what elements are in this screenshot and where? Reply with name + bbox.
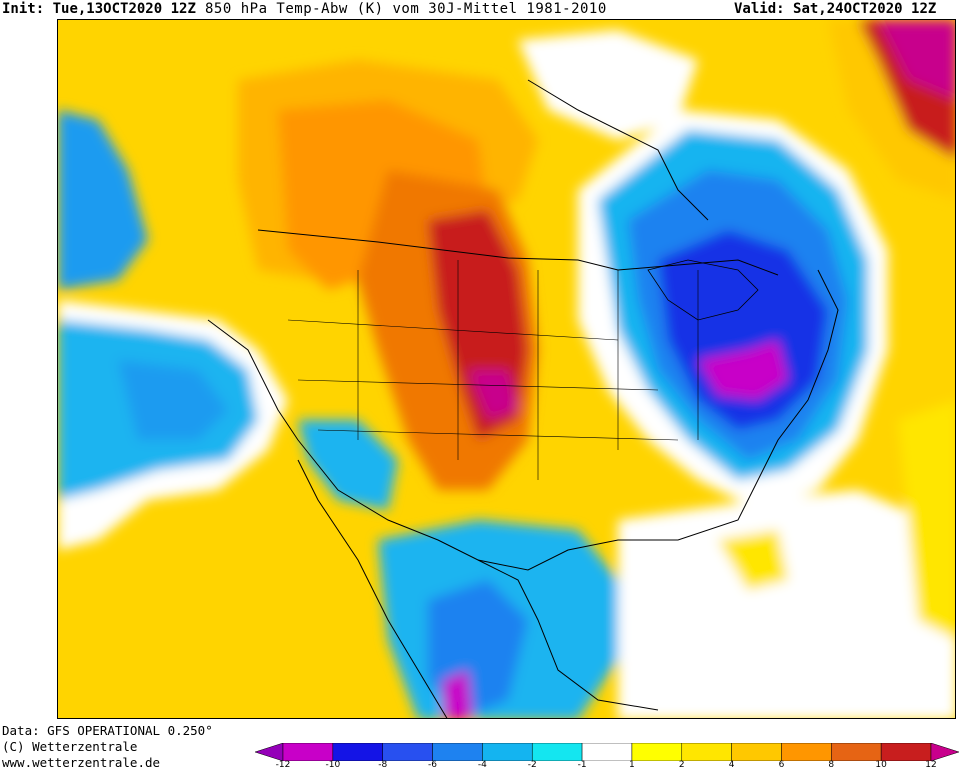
legend-arrow-low xyxy=(255,743,284,761)
legend-tick-label: -4 xyxy=(477,760,487,770)
anomaly-field xyxy=(58,20,955,718)
footer-website[interactable]: www.wetterzentrale.de xyxy=(2,755,161,770)
footer-data-source: Data: GFS OPERATIONAL 0.250° xyxy=(2,723,213,738)
atlantic-warm xyxy=(898,400,955,639)
legend-swatch xyxy=(831,743,882,761)
mexico-extreme-cold xyxy=(443,670,473,718)
hudson-neutral xyxy=(518,30,698,140)
legend-swatch xyxy=(531,743,583,761)
color-legend xyxy=(255,743,959,761)
legend-swatch xyxy=(432,743,483,761)
state-lines xyxy=(357,260,699,480)
legend-tick-label: 1 xyxy=(629,760,635,770)
us-coastline xyxy=(207,269,839,571)
legend-tick-label: -6 xyxy=(428,760,438,770)
legend-tick-label: -10 xyxy=(325,760,341,770)
valid-time: Valid: Sat,24OCT2020 12Z xyxy=(734,0,936,18)
legend-tick-label: 8 xyxy=(828,760,835,770)
map-boundaries xyxy=(207,79,839,718)
init-value: Tue,13OCT2020 12Z xyxy=(52,1,196,17)
product-title: 850 hPa Temp-Abw (K) vom 30J-Mittel 1981… xyxy=(205,1,607,17)
great-lakes xyxy=(647,259,759,321)
legend-tick-label: 2 xyxy=(678,760,685,770)
legend-swatch xyxy=(880,743,932,761)
plains-extreme-warm xyxy=(468,370,518,420)
valid-value: Sat,24OCT2020 12Z xyxy=(793,1,937,17)
mexico-pacific-coast xyxy=(297,459,448,718)
legend-swatch xyxy=(482,743,533,761)
init-time: Init: Tue,13OCT2020 12Z xyxy=(2,0,196,18)
anomaly-map xyxy=(57,19,956,719)
pacific-cold-core xyxy=(118,360,228,440)
legend-swatch xyxy=(382,743,433,761)
state-lines-horizontal xyxy=(287,319,679,441)
gulf-coast xyxy=(477,559,659,711)
valid-label: Valid: xyxy=(734,1,785,17)
legend-tick-label: 6 xyxy=(778,760,785,770)
legend-tick-label: 10 xyxy=(875,760,887,770)
east-extreme-cold xyxy=(698,340,788,400)
caribbean-warm xyxy=(718,530,788,590)
legend-tick-label: -2 xyxy=(527,760,537,770)
legend-swatch xyxy=(781,743,832,761)
us-canada-border xyxy=(257,229,779,276)
legend-tick-label: 12 xyxy=(925,760,937,770)
southwest-cold xyxy=(298,420,398,510)
legend-swatch xyxy=(731,743,782,761)
legend-swatch xyxy=(332,743,383,761)
legend-tick-label: -1 xyxy=(577,760,587,770)
legend-swatch xyxy=(681,743,732,761)
legend-swatch xyxy=(631,743,683,761)
northeast-extreme-warm xyxy=(878,20,955,100)
legend-ticks: -12 -10 -8 -6 -4 -2 -1 1 2 4 6 8 10 12 xyxy=(255,760,959,774)
legend-swatch xyxy=(581,743,633,761)
atlantic-neutral xyxy=(618,490,955,718)
footer-copyright: (C) Wetterzentrale xyxy=(2,739,138,754)
legend-swatch xyxy=(282,743,334,761)
legend-arrow-high xyxy=(930,743,959,761)
pacific-cold-north xyxy=(58,110,148,290)
init-label: Init: xyxy=(2,1,45,17)
hudson-bay-shore xyxy=(527,79,709,221)
legend-tick-label: -12 xyxy=(275,760,291,770)
legend-tick-label: -8 xyxy=(378,760,388,770)
legend-tick-label: 4 xyxy=(728,760,735,770)
